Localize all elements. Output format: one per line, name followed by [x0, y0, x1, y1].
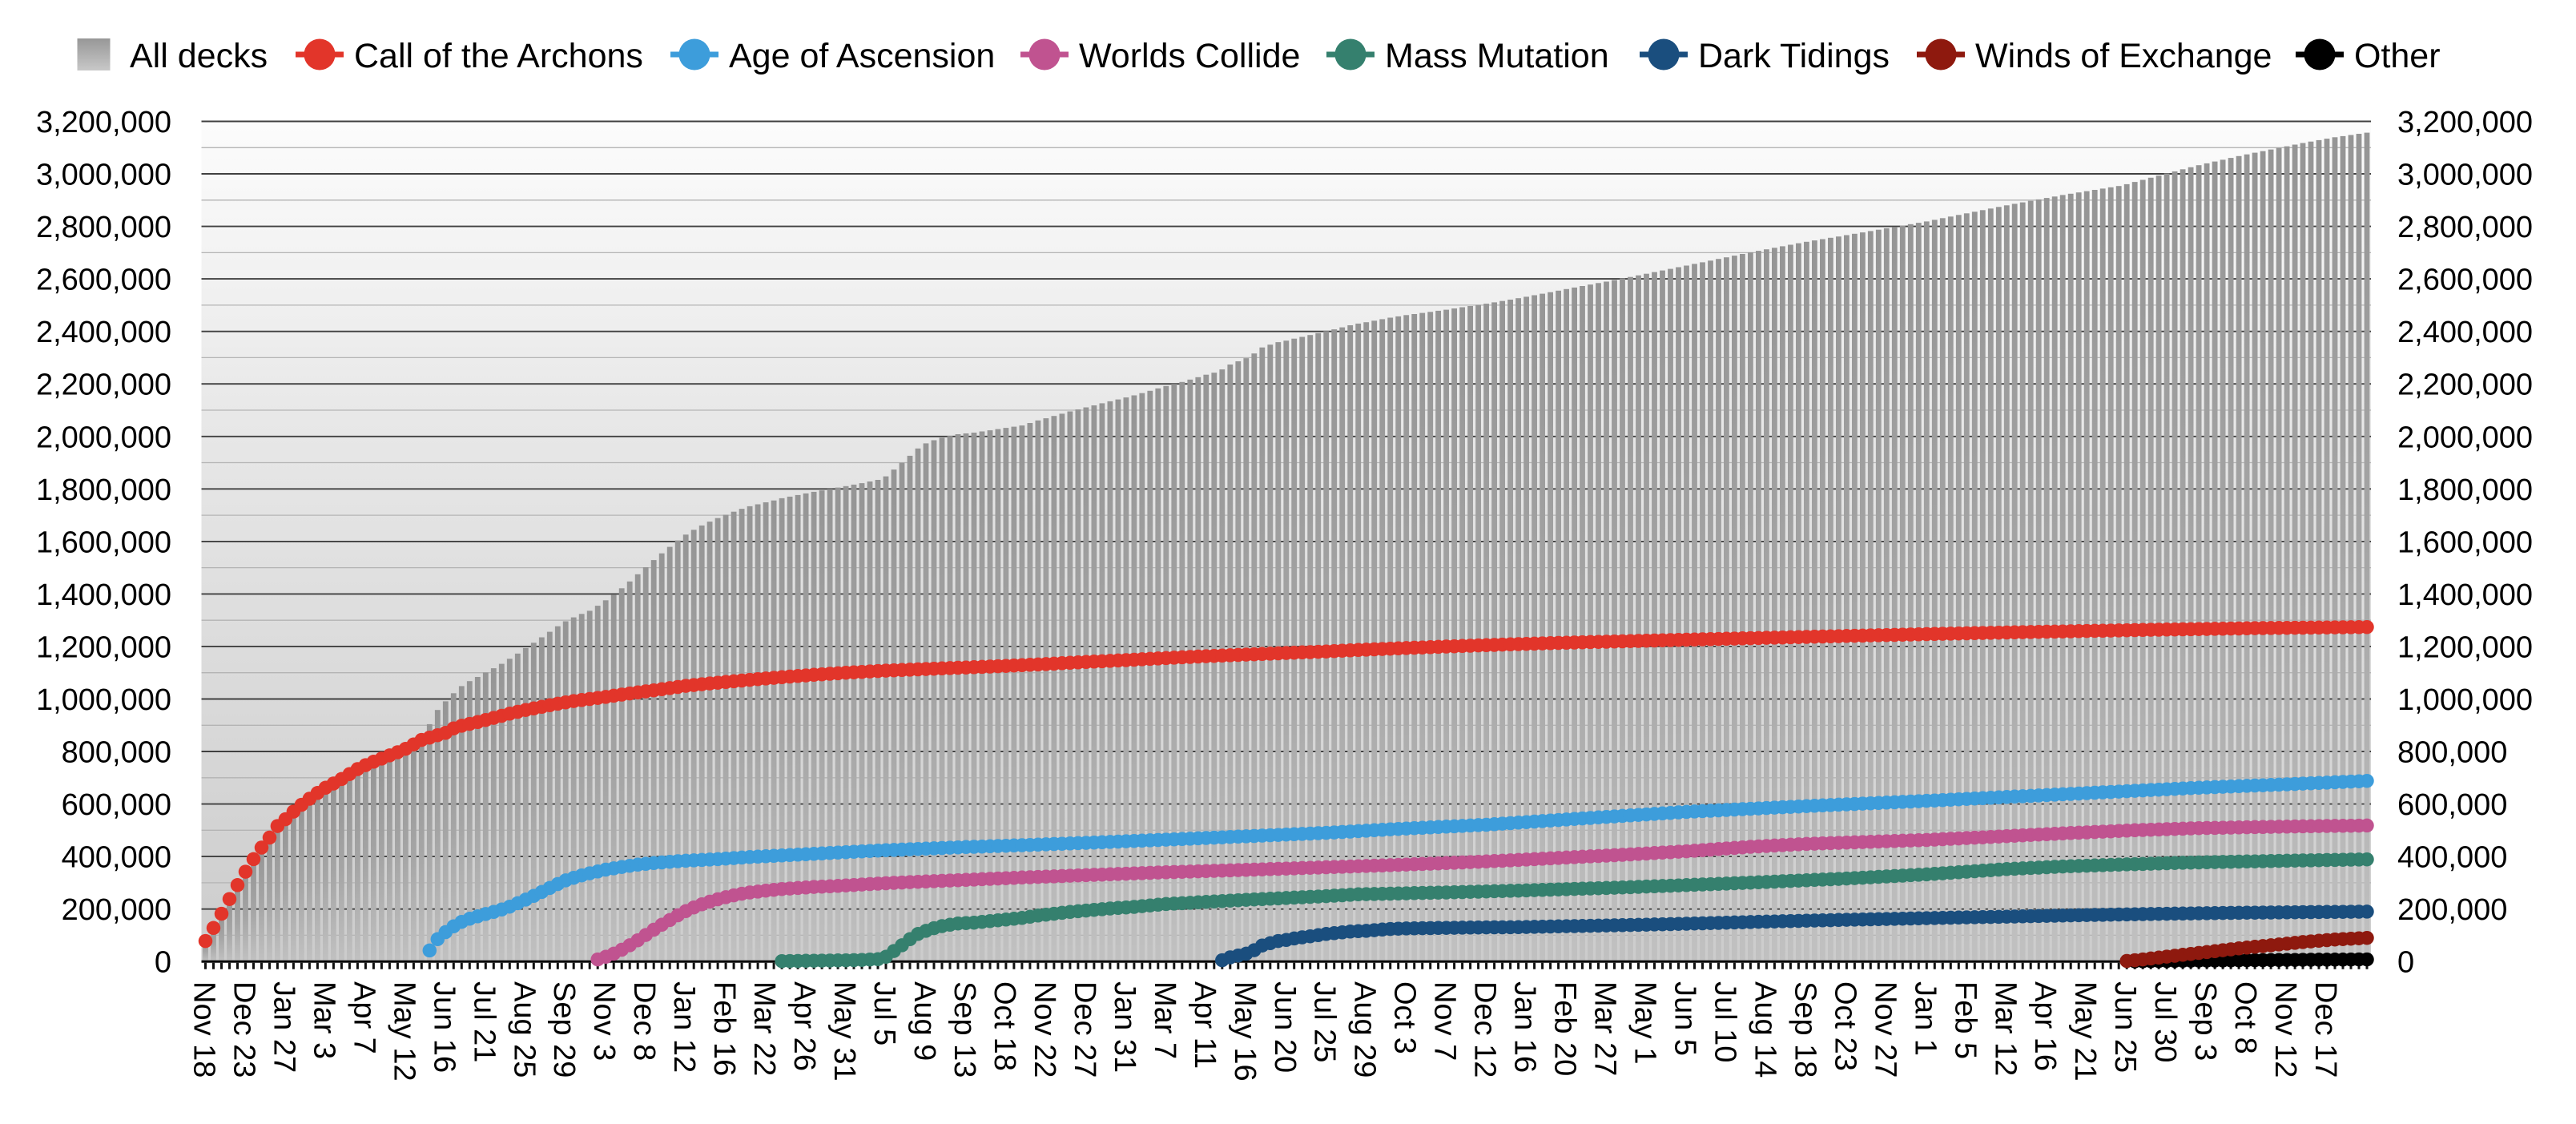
svg-text:Jan 16: Jan 16 — [1508, 981, 1542, 1073]
svg-text:600,000: 600,000 — [2397, 788, 2507, 822]
svg-text:Jan 27: Jan 27 — [267, 981, 300, 1073]
svg-text:Jul 30: Jul 30 — [2148, 981, 2182, 1062]
svg-text:Sep 18: Sep 18 — [1788, 981, 1821, 1078]
svg-text:Age of Ascension: Age of Ascension — [729, 37, 995, 75]
svg-text:2,800,000: 2,800,000 — [36, 211, 171, 244]
svg-text:1,600,000: 1,600,000 — [2397, 526, 2533, 559]
svg-text:3,200,000: 3,200,000 — [36, 106, 171, 139]
svg-text:May 21: May 21 — [2068, 981, 2102, 1082]
svg-text:1,600,000: 1,600,000 — [36, 526, 171, 559]
svg-text:Jun 16: Jun 16 — [427, 981, 461, 1073]
svg-text:Nov 7: Nov 7 — [1428, 981, 1462, 1061]
svg-text:Aug 29: Aug 29 — [1348, 981, 1382, 1078]
svg-text:2,400,000: 2,400,000 — [2397, 316, 2533, 349]
svg-text:Oct 23: Oct 23 — [1828, 981, 1862, 1071]
svg-text:Jun 5: Jun 5 — [1668, 981, 1702, 1056]
svg-text:0: 0 — [155, 946, 171, 980]
svg-text:Jul 21: Jul 21 — [467, 981, 501, 1062]
svg-text:Jul 5: Jul 5 — [867, 981, 901, 1045]
svg-text:Dec 12: Dec 12 — [1468, 981, 1502, 1078]
svg-text:2,400,000: 2,400,000 — [36, 316, 171, 349]
svg-text:Apr 16: Apr 16 — [2028, 981, 2062, 1071]
svg-text:3,000,000: 3,000,000 — [2397, 159, 2533, 192]
svg-text:1,800,000: 1,800,000 — [36, 473, 171, 507]
svg-text:Oct 18: Oct 18 — [988, 981, 1021, 1071]
svg-text:Mar 22: Mar 22 — [747, 981, 781, 1076]
svg-text:2,000,000: 2,000,000 — [36, 421, 171, 454]
svg-text:Jan 12: Jan 12 — [667, 981, 701, 1073]
svg-text:Feb 5: Feb 5 — [1948, 981, 1982, 1059]
svg-text:Nov 18: Nov 18 — [187, 981, 221, 1078]
svg-text:2,000,000: 2,000,000 — [2397, 421, 2533, 454]
svg-text:2,600,000: 2,600,000 — [36, 264, 171, 297]
svg-text:1,000,000: 1,000,000 — [2397, 683, 2533, 717]
svg-text:800,000: 800,000 — [62, 736, 171, 770]
svg-text:1,000,000: 1,000,000 — [36, 683, 171, 717]
svg-text:Nov 3: Nov 3 — [587, 981, 621, 1061]
svg-text:400,000: 400,000 — [62, 841, 171, 875]
svg-text:Mar 27: Mar 27 — [1588, 981, 1622, 1076]
svg-text:Worlds Collide: Worlds Collide — [1079, 37, 1300, 75]
svg-text:Feb 16: Feb 16 — [707, 981, 741, 1076]
svg-text:Mar 3: Mar 3 — [307, 981, 340, 1059]
svg-text:200,000: 200,000 — [62, 893, 171, 927]
svg-text:Mar 7: Mar 7 — [1148, 981, 1181, 1059]
svg-text:Jul 10: Jul 10 — [1708, 981, 1741, 1062]
svg-text:Jan 1: Jan 1 — [1908, 981, 1942, 1056]
svg-text:400,000: 400,000 — [2397, 841, 2507, 875]
svg-text:Dec 8: Dec 8 — [627, 981, 661, 1061]
svg-text:Nov 12: Nov 12 — [2268, 981, 2302, 1078]
svg-text:1,200,000: 1,200,000 — [2397, 630, 2533, 664]
svg-text:Dec 17: Dec 17 — [2308, 981, 2342, 1078]
svg-text:2,800,000: 2,800,000 — [2397, 211, 2533, 244]
svg-text:Jun 25: Jun 25 — [2108, 981, 2142, 1073]
svg-text:Winds of Exchange: Winds of Exchange — [1975, 37, 2272, 75]
svg-text:Call of the Archons: Call of the Archons — [354, 37, 643, 75]
svg-text:May 31: May 31 — [827, 981, 861, 1082]
svg-text:Oct 3: Oct 3 — [1388, 981, 1422, 1054]
svg-text:Jan 31: Jan 31 — [1108, 981, 1141, 1073]
svg-text:0: 0 — [2397, 946, 2414, 980]
svg-text:Apr 7: Apr 7 — [347, 981, 380, 1054]
svg-text:Sep 13: Sep 13 — [948, 981, 981, 1078]
svg-text:Oct 8: Oct 8 — [2228, 981, 2262, 1054]
svg-text:3,000,000: 3,000,000 — [36, 159, 171, 192]
svg-text:Apr 26: Apr 26 — [787, 981, 821, 1071]
svg-text:Jun 20: Jun 20 — [1268, 981, 1302, 1073]
svg-text:1,200,000: 1,200,000 — [36, 630, 171, 664]
svg-text:1,800,000: 1,800,000 — [2397, 473, 2533, 507]
svg-text:Sep 3: Sep 3 — [2188, 981, 2222, 1061]
svg-text:2,200,000: 2,200,000 — [2397, 369, 2533, 402]
svg-text:May 1: May 1 — [1628, 981, 1662, 1064]
svg-text:600,000: 600,000 — [62, 788, 171, 822]
svg-text:Aug 14: Aug 14 — [1748, 981, 1781, 1078]
svg-text:200,000: 200,000 — [2397, 893, 2507, 927]
svg-text:Mar 12: Mar 12 — [1988, 981, 2022, 1076]
svg-text:Other: Other — [2354, 37, 2441, 75]
svg-text:800,000: 800,000 — [2397, 736, 2507, 770]
svg-text:2,200,000: 2,200,000 — [36, 369, 171, 402]
svg-text:Dec 23: Dec 23 — [227, 981, 261, 1078]
svg-text:Sep 29: Sep 29 — [547, 981, 581, 1078]
svg-text:Dark Tidings: Dark Tidings — [1698, 37, 1890, 75]
svg-text:Dec 27: Dec 27 — [1068, 981, 1101, 1078]
svg-text:May 16: May 16 — [1228, 981, 1262, 1082]
svg-text:May 12: May 12 — [387, 981, 421, 1082]
svg-text:All decks: All decks — [130, 37, 268, 75]
svg-text:Aug 9: Aug 9 — [908, 981, 941, 1061]
svg-text:Nov 22: Nov 22 — [1028, 981, 1061, 1078]
svg-text:Mass Mutation: Mass Mutation — [1385, 37, 1609, 75]
svg-text:Aug 25: Aug 25 — [507, 981, 541, 1078]
svg-text:Jul 25: Jul 25 — [1308, 981, 1342, 1062]
svg-text:2,600,000: 2,600,000 — [2397, 264, 2533, 297]
svg-text:1,400,000: 1,400,000 — [36, 578, 171, 612]
svg-text:Feb 20: Feb 20 — [1548, 981, 1582, 1076]
svg-text:Nov 27: Nov 27 — [1868, 981, 1902, 1078]
svg-text:Apr 11: Apr 11 — [1188, 981, 1222, 1069]
svg-text:3,200,000: 3,200,000 — [2397, 106, 2533, 139]
svg-text:1,400,000: 1,400,000 — [2397, 578, 2533, 612]
